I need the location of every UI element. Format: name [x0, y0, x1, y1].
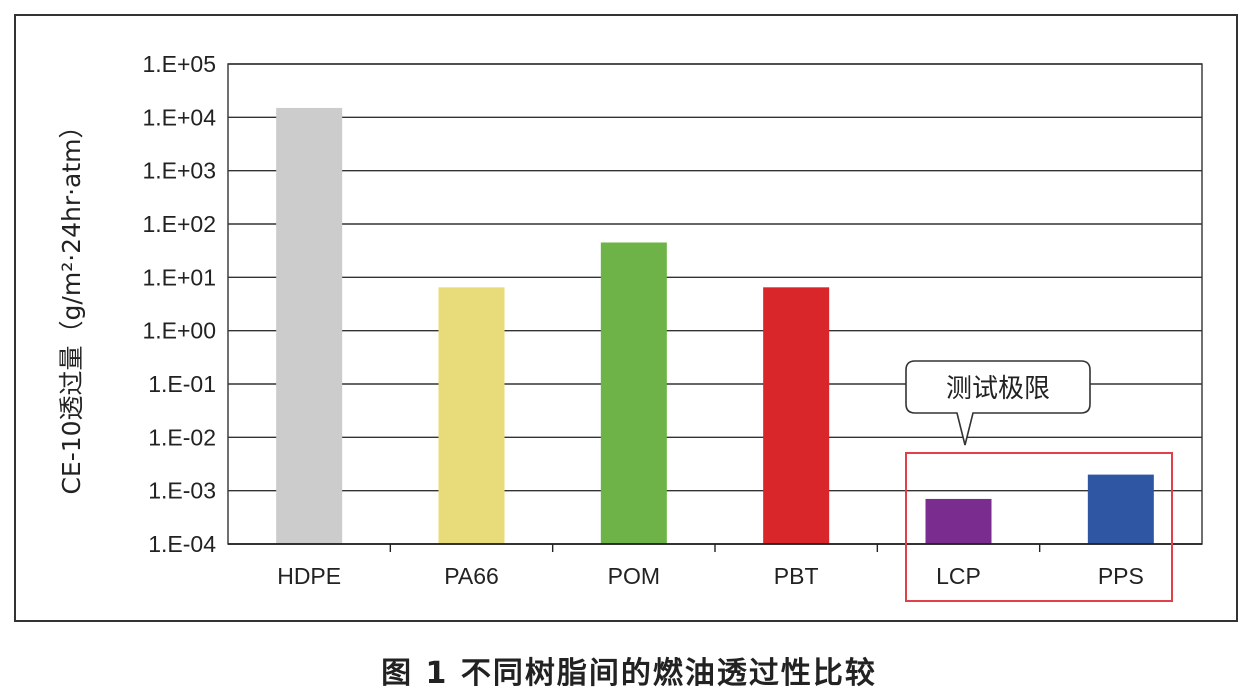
axis-layer: 1.E-04 1.E-03 1.E-02 1.E-01 1.E+00 1.E+01 1.E+… [57, 51, 1203, 589]
bar-layer [276, 107, 1154, 544]
x-tick-label: PPS [1098, 563, 1144, 589]
x-tick-label: POM [608, 563, 660, 589]
callout-bubble [905, 360, 1091, 446]
bar-pbt [763, 287, 830, 544]
grid-layer [228, 63, 1202, 492]
y-tick-label: 1.E-01 [148, 371, 216, 397]
x-tick-label: PBT [774, 563, 819, 589]
x-tick-label: PA66 [444, 563, 499, 589]
plot-area-border [227, 63, 1203, 545]
y-tick-label: 1.E+04 [142, 104, 216, 130]
y-tick-label: 1.E+02 [142, 211, 216, 237]
callout-label: 测试极限 [946, 374, 1050, 404]
chart-frame [14, 14, 1238, 622]
y-axis-label: CE-10透过量（g/m²·24hr·atm） [57, 113, 86, 494]
y-tick-label: 1.E-03 [148, 478, 216, 504]
y-tick-label: 1.E-04 [148, 531, 216, 557]
y-tick-label: 1.E-02 [148, 424, 216, 450]
test-limit-highlight-box [905, 452, 1173, 602]
x-tick-label: HDPE [277, 563, 341, 589]
x-tick-label: LCP [936, 563, 981, 589]
bar-lcp [925, 498, 992, 544]
y-tick-label: 1.E+05 [142, 51, 216, 77]
bar-hdpe [276, 107, 343, 544]
y-tick-label: 1.E+01 [142, 264, 216, 290]
bar-pps [1087, 474, 1154, 544]
y-tick-label: 1.E+03 [142, 158, 216, 184]
bar-pom [600, 242, 667, 544]
bar-pa66 [438, 287, 505, 544]
figure-caption: 图 1 不同树脂间的燃油透过性比较 [381, 656, 877, 691]
y-tick-label: 1.E+00 [142, 318, 216, 344]
annotation-layer: 测试极限 [905, 360, 1173, 602]
